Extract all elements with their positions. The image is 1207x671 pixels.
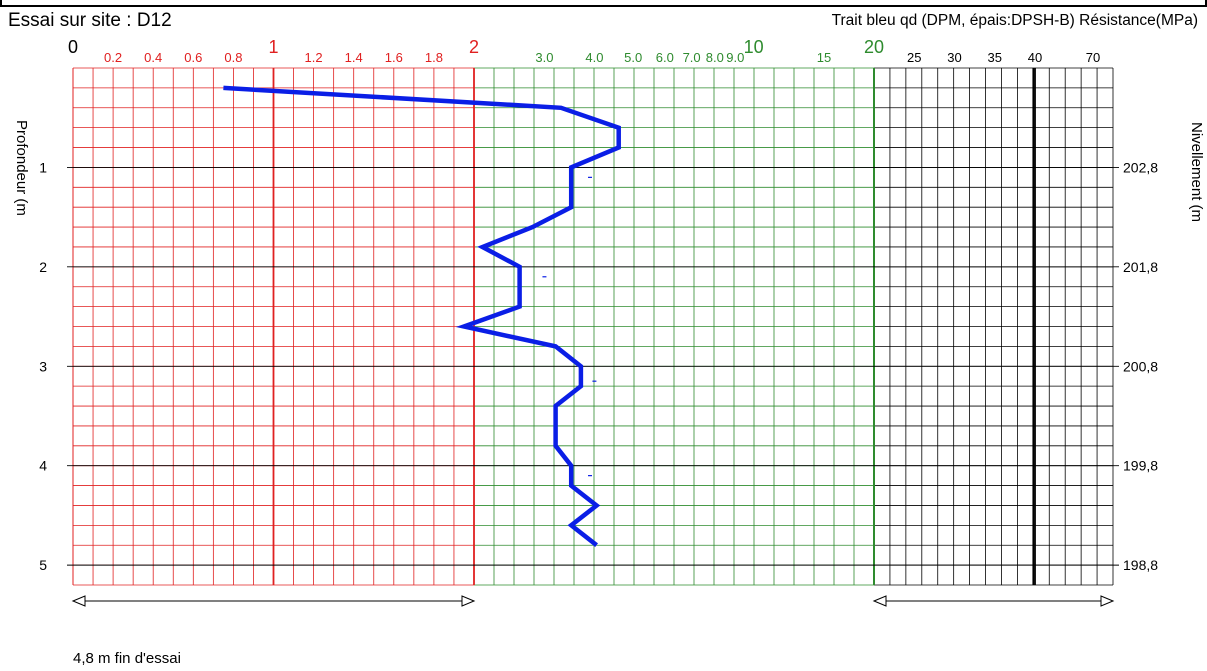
y-tick-label-right: 202,8 <box>1123 159 1158 175</box>
page-title: Essai sur site : D12 <box>8 10 172 31</box>
x-tick-minor: 9.0 <box>726 50 744 65</box>
y-tick-label-right: 201,8 <box>1123 259 1158 275</box>
x-tick-minor: 3.0 <box>535 50 553 65</box>
x-tick-major: 10 <box>744 37 764 57</box>
y-tick-label-left: 5 <box>39 557 47 573</box>
x-tick-minor: 6.0 <box>656 50 674 65</box>
chart-legend: Trait bleu qd (DPM, épais:DPSH-B) Résist… <box>831 12 1198 29</box>
x-tick-minor: 5.0 <box>624 50 642 65</box>
y-tick-label-right: 199,8 <box>1123 458 1158 474</box>
x-tick-minor: 0.2 <box>104 50 122 65</box>
range-arrows <box>71 595 1115 607</box>
x-tick-minor: 1.8 <box>425 50 443 65</box>
y-tick-label-right: 198,8 <box>1123 557 1158 573</box>
range-arrow-head-left <box>872 595 887 607</box>
x-tick-minor: 8.0 <box>706 50 724 65</box>
y-tick-label-left: 1 <box>39 159 47 175</box>
x-tick-minor: 0.4 <box>144 50 162 65</box>
footer-note: 4,8 m fin d'essai <box>73 650 181 667</box>
y-tick-label-left: 4 <box>39 458 47 474</box>
series-layer <box>223 85 621 547</box>
x-tick-minor: 7.0 <box>683 50 701 65</box>
x-tick-minor: 15 <box>817 50 831 65</box>
top-border <box>0 0 1207 7</box>
y-tick-label-right: 200,8 <box>1123 358 1158 374</box>
x-tick-minor: 1.6 <box>385 50 403 65</box>
x-tick-minor: 4.0 <box>585 50 603 65</box>
x-tick-minor: 1.2 <box>305 50 323 65</box>
x-tick-minor: 35 <box>988 50 1002 65</box>
x-tick-minor: 25 <box>907 50 921 65</box>
series-line-qd <box>223 85 621 547</box>
y-tick-label-left: 3 <box>39 358 47 374</box>
x-tick-minor: 0.8 <box>224 50 242 65</box>
range-arrow-head-right <box>461 595 476 607</box>
x-tick-minor: 70 <box>1086 50 1100 65</box>
range-arrow-head-right <box>1100 595 1115 607</box>
x-tick-major: 0 <box>68 37 78 57</box>
x-tick-major: 1 <box>268 37 278 57</box>
x-tick-minor: 40 <box>1028 50 1042 65</box>
x-tick-labels: 0 1 2 10 20 0.2 0.4 0.6 0.8 1.2 1.4 1.6 1.8 3.0 4.0 5.0… <box>68 37 1100 65</box>
x-tick-minor: 0.6 <box>184 50 202 65</box>
range-arrow-head-left <box>71 595 86 607</box>
y-tick-labels: 1 202,8 2 201,8 3 200,8 4 199,8 5 198,8 <box>39 159 1158 573</box>
x-tick-major: 2 <box>469 37 479 57</box>
x-tick-minor: 1.4 <box>345 50 363 65</box>
x-tick-major: 20 <box>864 37 884 57</box>
y-tick-label-left: 2 <box>39 259 47 275</box>
x-tick-minor: 30 <box>947 50 961 65</box>
